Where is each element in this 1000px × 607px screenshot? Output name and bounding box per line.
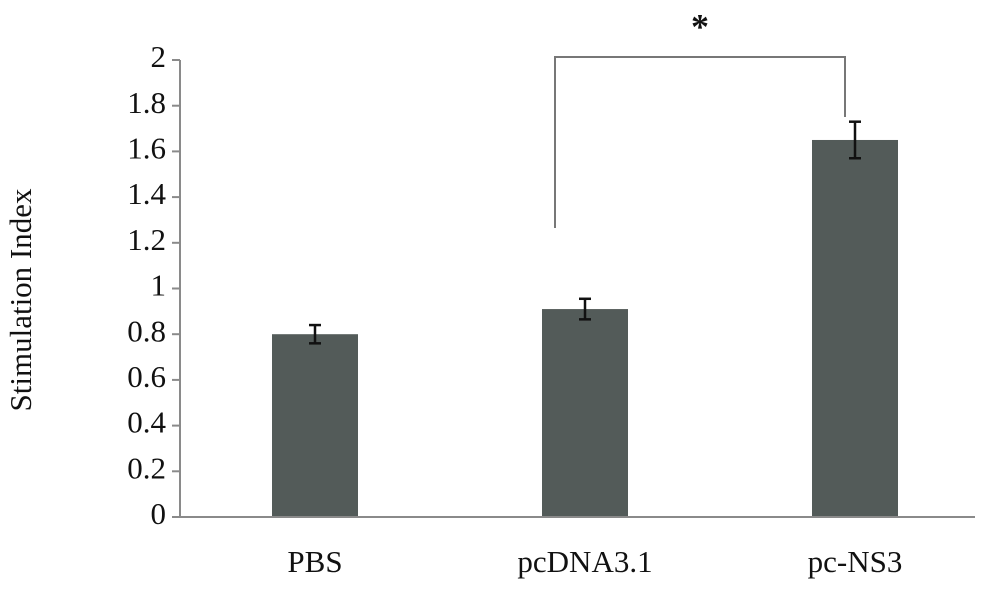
error-bar (579, 297, 591, 321)
y-axis-label: Stimulation Index (3, 188, 38, 412)
bar (542, 309, 628, 517)
significance-bracket (554, 56, 846, 228)
x-tick-label: PBS (287, 544, 342, 579)
error-bar (309, 323, 321, 345)
bar (812, 139, 898, 517)
y-tick-label: 0.2 (127, 450, 166, 485)
y-tick-label: 1.6 (127, 131, 166, 166)
y-tick-label: 0.6 (127, 359, 166, 394)
error-bar (849, 120, 861, 160)
x-tick-label: pcDNA3.1 (517, 544, 652, 579)
y-tick-label: 1.8 (127, 85, 166, 120)
y-tick-label: 1.2 (127, 222, 166, 257)
y-tick-label: 2 (151, 39, 167, 74)
y-tick-label: 1 (151, 268, 167, 303)
y-tick-label: 0.8 (127, 313, 166, 348)
x-tick-label: pc-NS3 (808, 544, 903, 579)
significance-marker: * (691, 6, 709, 46)
y-tick-label: 1.4 (127, 176, 166, 211)
y-tick-label: 0 (151, 496, 167, 531)
y-tick-label: 0.4 (127, 405, 166, 440)
bar (272, 334, 358, 517)
